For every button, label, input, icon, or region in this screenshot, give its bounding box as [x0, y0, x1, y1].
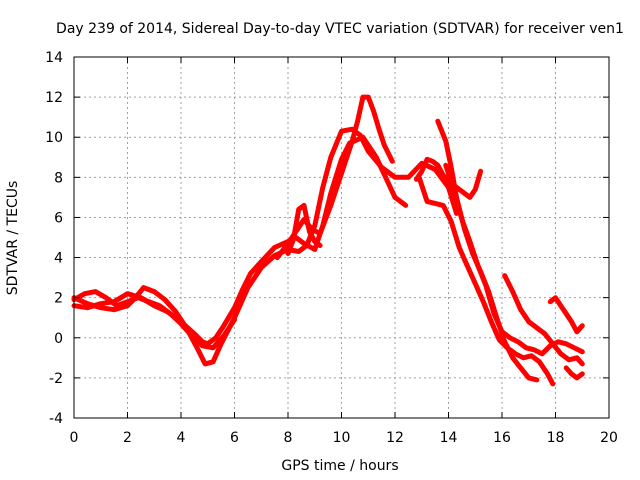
x-tick-label: 14 — [440, 430, 458, 446]
x-tick-label: 0 — [70, 430, 79, 446]
series-arc-3 — [71, 289, 237, 351]
chart-title: Day 239 of 2014, Sidereal Day-to-day VTE… — [56, 21, 624, 37]
grid — [74, 57, 609, 418]
x-tick-label: 20 — [600, 430, 618, 446]
x-tick-label: 10 — [333, 430, 351, 446]
tick-marks — [73, 56, 610, 419]
series-arc-10 — [502, 273, 585, 367]
series-arc-5 — [285, 202, 323, 256]
y-tick-label: 2 — [54, 291, 63, 307]
y-tick-label: -4 — [49, 411, 63, 427]
series-arc-11 — [547, 295, 585, 335]
y-tick-label: 4 — [54, 251, 63, 267]
series-group — [71, 94, 585, 387]
x-tick-label: 2 — [123, 430, 132, 446]
x-tick-label: 8 — [284, 430, 293, 446]
y-tick-label: -2 — [49, 371, 63, 387]
y-tick-label: 6 — [54, 210, 63, 226]
y-tick-label: 12 — [45, 90, 63, 106]
x-axis-label: GPS time / hours — [281, 458, 398, 474]
x-tick-label: 16 — [493, 430, 511, 446]
series-arc-8 — [435, 118, 540, 383]
y-tick-label: 0 — [54, 331, 63, 347]
y-tick-label: 8 — [54, 170, 63, 186]
x-tick-label: 12 — [386, 430, 404, 446]
y-tick-labels: -4 -2 0 2 4 6 8 10 12 14 — [45, 50, 63, 427]
series-arc-9 — [443, 162, 585, 357]
x-tick-label: 4 — [177, 430, 186, 446]
series-arc-1 — [71, 134, 409, 347]
series-arc-12 — [563, 365, 585, 381]
series-arc-6 — [413, 156, 484, 200]
series-arc-7 — [416, 174, 556, 387]
y-tick-label: 14 — [45, 50, 63, 66]
y-axis-label: SDTVAR / TECUs — [5, 181, 21, 296]
y-tick-label: 10 — [45, 130, 63, 146]
x-tick-label: 6 — [230, 430, 239, 446]
x-tick-label: 18 — [547, 430, 565, 446]
series-arc-2 — [71, 126, 459, 367]
x-tick-labels: 0 2 4 6 8 10 12 14 16 18 20 — [70, 430, 618, 446]
series-arc-4 — [274, 94, 395, 261]
